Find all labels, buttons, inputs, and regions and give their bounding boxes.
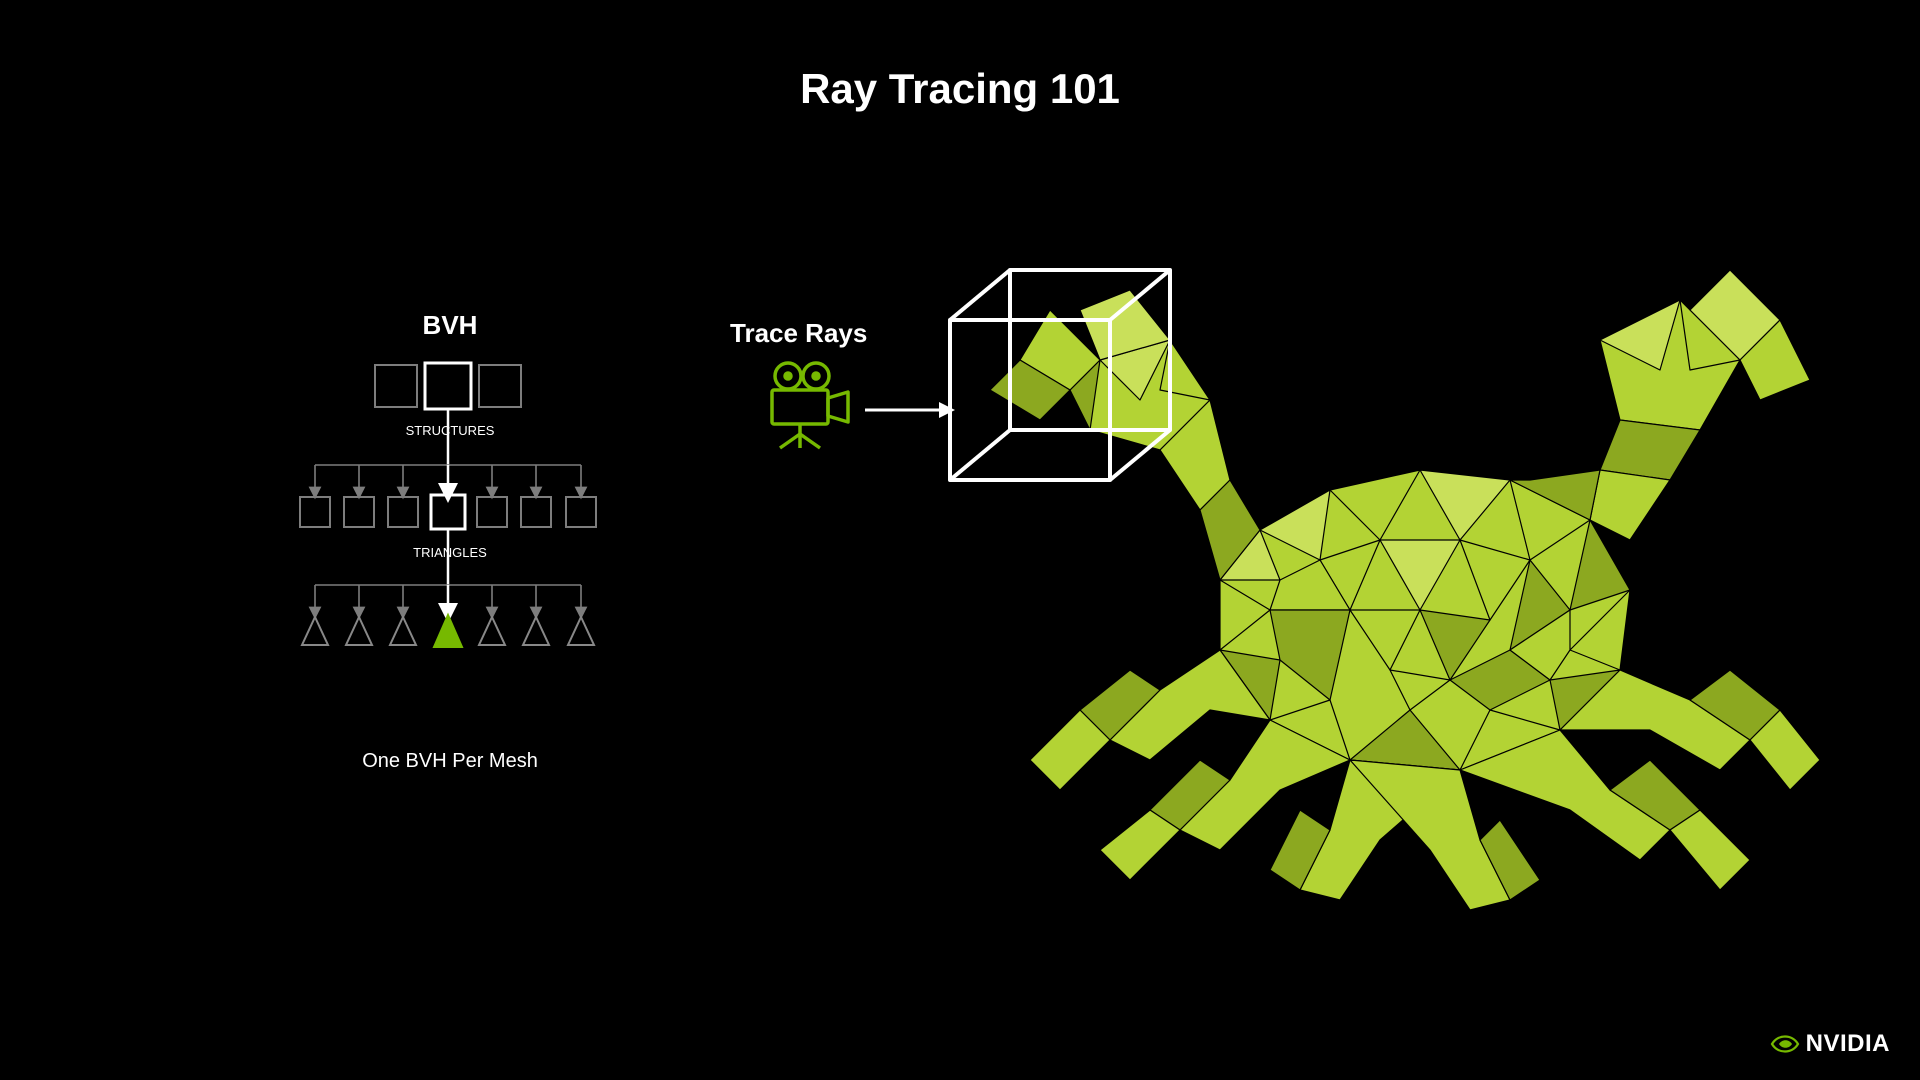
nvidia-logo-text: NVIDIA [1806, 1030, 1890, 1058]
trace-rays-label: Trace Rays [730, 318, 867, 349]
bvh-heading: BVH [270, 310, 630, 341]
bvh-diagram: BVH STRUCTURES [270, 310, 630, 760]
slide: Ray Tracing 101 BVH STRUCTURES [0, 0, 1920, 1080]
bvh-caption: One BVH Per Mesh [270, 750, 630, 773]
bvh-tree-svg: STRUCTURES [270, 355, 630, 755]
nvidia-logo: NVIDIA [1770, 1030, 1890, 1058]
slide-title: Ray Tracing 101 [0, 65, 1920, 113]
camera-icon [760, 360, 860, 455]
triangles-label: TRIANGLES [413, 545, 487, 560]
nvidia-eye-icon [1770, 1032, 1800, 1056]
bounding-box-icon [930, 260, 1190, 505]
structures-label: STRUCTURES [406, 423, 495, 438]
